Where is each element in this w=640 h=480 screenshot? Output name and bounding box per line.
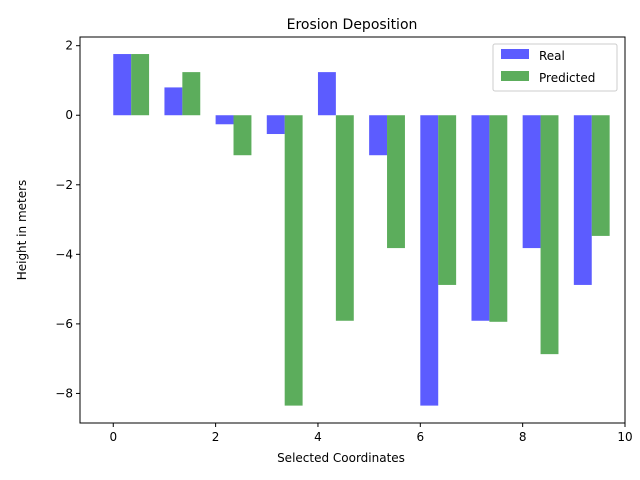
bar-predicted-8 [540,115,559,355]
bar-real-8 [522,115,541,249]
y-tick-label: −8 [55,386,73,400]
y-axis-ticks: 2 0 −2 −4 −6 −8 [55,39,80,400]
bar-predicted-7 [489,115,508,322]
bar-predicted-0 [131,54,150,116]
bar-real-9 [573,115,592,285]
x-tick-label: 6 [416,430,424,444]
x-tick-label: 4 [314,430,322,444]
bars-group [113,54,610,406]
legend-label-real: Real [539,49,565,63]
y-tick-label: 0 [65,108,73,122]
bar-predicted-1 [182,72,201,116]
y-axis-label: Height in meters [15,180,29,281]
plot-frame [79,36,626,424]
x-tick-label: 2 [212,430,220,444]
y-tick-label: −2 [55,178,73,192]
bar-predicted-2 [233,115,252,156]
x-tick-label: 8 [519,430,527,444]
bar-real-4 [317,72,336,116]
y-tick-label: −6 [55,317,73,331]
bar-predicted-6 [438,115,457,285]
bar-real-1 [164,87,183,116]
x-axis-label: Selected Coordinates [277,451,405,465]
x-tick-label: 10 [617,430,632,444]
y-tick-label: −4 [55,247,73,261]
legend-label-predicted: Predicted [539,71,595,85]
bar-real-5 [369,115,388,156]
bar-predicted-5 [387,115,405,249]
bar-predicted-9 [591,115,610,236]
bar-real-3 [266,115,285,135]
bar-predicted-3 [284,115,303,406]
chart-title: Erosion Deposition [287,17,418,33]
bar-real-0 [113,54,132,116]
bar-real-6 [420,115,439,406]
bar-real-2 [215,115,234,125]
bar-real-7 [471,115,490,321]
legend: Real Predicted [492,43,618,92]
legend-swatch-real [501,49,529,59]
x-tick-label: 0 [109,430,117,444]
y-tick-label: 2 [65,39,73,53]
bar-predicted-4 [335,115,354,321]
x-axis-ticks: 0 2 4 6 8 10 [109,423,633,444]
legend-swatch-predicted [501,71,529,81]
